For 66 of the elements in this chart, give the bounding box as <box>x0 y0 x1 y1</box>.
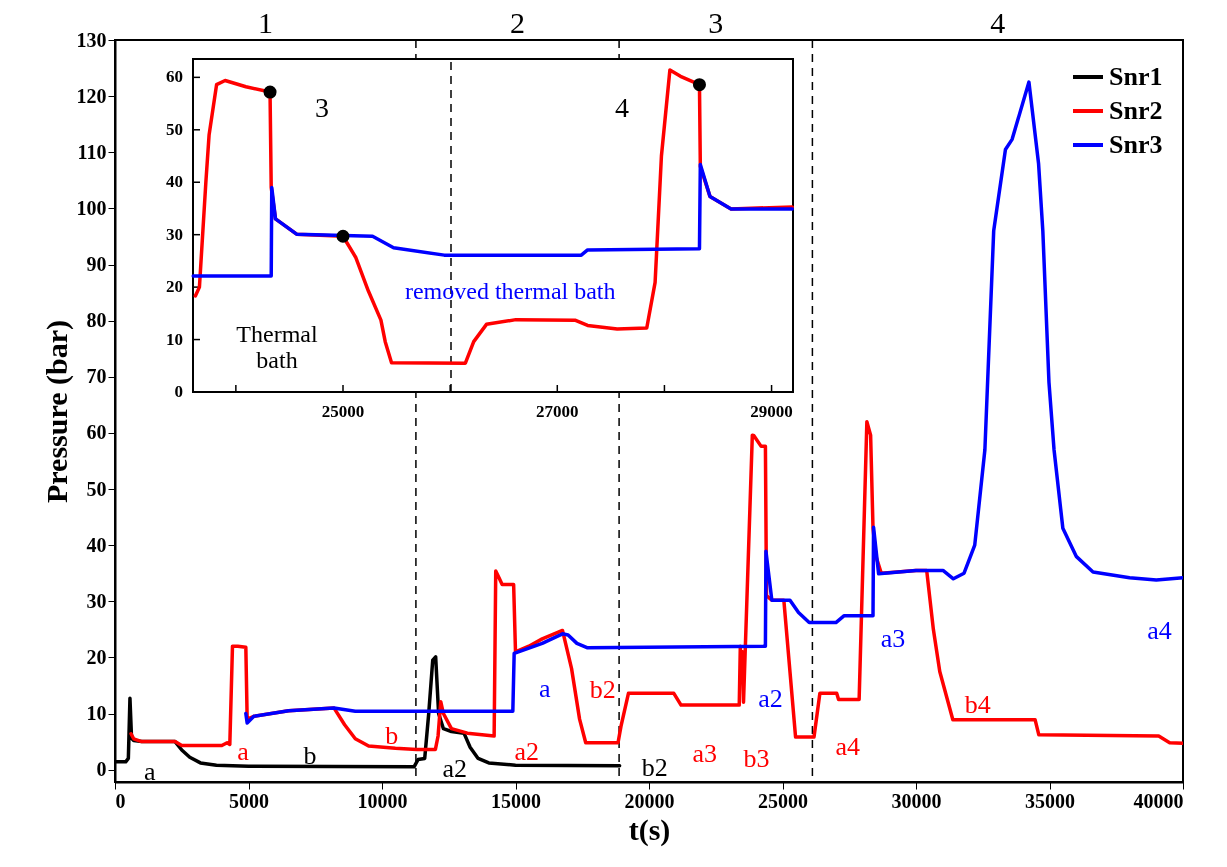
point <box>336 229 350 243</box>
text: 4 <box>990 6 1006 39</box>
x-axis-title: t(s) <box>628 812 671 847</box>
annotation: b <box>385 721 399 751</box>
annotation: a3 <box>880 623 906 653</box>
annotation: a <box>237 736 250 766</box>
y-tick-label: 80 <box>86 309 107 332</box>
y-tick-label: 130 <box>76 28 107 51</box>
annotation: a2 <box>514 736 540 766</box>
y-tick-label: 40 <box>166 172 183 192</box>
annotation: a2 <box>442 754 467 784</box>
x-tick-label: 27000 <box>536 402 579 421</box>
x-tick-label: 25000 <box>758 789 808 812</box>
legend-label: Snr1 <box>1109 62 1163 91</box>
annotation: 4 <box>615 92 629 123</box>
text: 3 <box>708 6 724 39</box>
annotation: a2 <box>758 684 783 714</box>
point <box>692 78 706 92</box>
y-tick-label: 50 <box>86 477 107 500</box>
x-tick-label: 30000 <box>891 789 942 812</box>
y-axis-title: Pressure (bar) <box>39 319 74 504</box>
legend-label: Snr2 <box>1109 96 1163 125</box>
y-tick-label: 20 <box>86 645 107 668</box>
y-tick-label: 30 <box>166 224 183 244</box>
y-tick-label: 100 <box>76 196 107 219</box>
line-series <box>191 162 794 278</box>
legend-label: Snr3 <box>1109 130 1163 159</box>
x-tick-label: 25000 <box>321 402 365 421</box>
annotation: a4 <box>1147 615 1172 645</box>
y-tick-label: 10 <box>86 702 107 725</box>
x-tick-label: 0 <box>115 789 126 812</box>
y-tick-label: 70 <box>86 365 107 388</box>
annotation: b3 <box>743 744 770 774</box>
y-tick-label: 0 <box>96 758 107 781</box>
x-tick-label: 29000 <box>750 402 793 421</box>
y-tick-label: 120 <box>76 84 107 107</box>
annotation: removed thermal bath <box>404 278 616 305</box>
point <box>263 85 277 99</box>
y-tick-label: 60 <box>166 67 183 87</box>
y-tick-label: 50 <box>166 119 183 139</box>
x-tick-label: 35000 <box>1025 789 1075 812</box>
x-tick-label: 10000 <box>357 789 408 812</box>
annotation: b <box>303 741 317 771</box>
annotation: a4 <box>835 732 860 762</box>
annotation: b2 <box>641 752 668 782</box>
y-tick-label: 0 <box>174 382 183 401</box>
y-tick-label: 20 <box>166 277 183 297</box>
y-tick-label: 30 <box>86 589 107 612</box>
annotation: a <box>539 674 552 704</box>
x-tick-label: 15000 <box>491 789 541 812</box>
x-tick-label: 5000 <box>229 789 269 812</box>
text: 1 <box>257 6 273 39</box>
annotation: b4 <box>964 689 991 719</box>
y-tick-label: 40 <box>86 533 107 556</box>
annotation: a <box>143 756 156 786</box>
y-tick-label: 10 <box>166 329 183 349</box>
y-tick-label: 110 <box>77 140 107 163</box>
text: 2 <box>510 6 525 39</box>
y-tick-label: 90 <box>86 253 107 276</box>
y-tick-label: 60 <box>86 421 107 444</box>
x-tick-label: 20000 <box>624 789 675 812</box>
annotation: a3 <box>692 739 717 769</box>
annotation: Thermal bath <box>236 321 318 373</box>
annotation: 3 <box>315 92 329 123</box>
annotation: b2 <box>589 674 616 704</box>
x-tick-label: 40000 <box>1133 789 1184 812</box>
